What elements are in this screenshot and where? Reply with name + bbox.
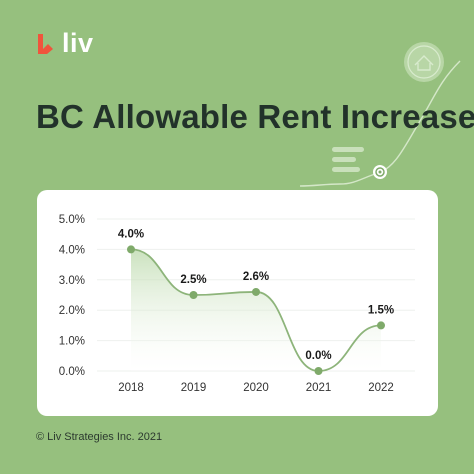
y-axis: 0.0% 1.0% 2.0% 3.0% 4.0% 5.0% xyxy=(59,214,85,378)
target-point-icon xyxy=(373,165,387,179)
data-labels: 4.0% 2.5% 2.6% 0.0% 1.5% xyxy=(118,228,394,362)
x-tick-label: 2022 xyxy=(368,382,394,394)
brand: liv xyxy=(36,30,94,57)
data-label: 1.5% xyxy=(368,304,394,316)
line-chart: 0.0% 1.0% 2.0% 3.0% 4.0% 5.0% 2018 2019 2020 202… xyxy=(59,214,415,394)
chart-card: 0.0% 1.0% 2.0% 3.0% 4.0% 5.0% 2018 2019 2020 202… xyxy=(37,190,438,416)
y-tick-label: 3.0% xyxy=(59,275,85,287)
decorative-graphics xyxy=(300,42,461,187)
data-label: 2.6% xyxy=(243,271,269,283)
y-tick-label: 0.0% xyxy=(59,366,85,378)
liv-logo-icon xyxy=(38,33,53,54)
x-axis: 2018 2019 2020 2021 2022 xyxy=(118,382,394,394)
data-point xyxy=(189,291,198,299)
y-tick-label: 5.0% xyxy=(59,214,85,226)
data-points xyxy=(127,245,385,375)
y-tick-label: 4.0% xyxy=(59,244,85,256)
y-tick-label: 1.0% xyxy=(59,336,85,348)
x-tick-label: 2021 xyxy=(306,382,332,394)
data-point xyxy=(127,245,135,254)
copyright: © Liv Strategies Inc. 2021 xyxy=(36,431,163,443)
data-point xyxy=(377,321,385,330)
data-label: 4.0% xyxy=(118,228,144,240)
x-tick-label: 2019 xyxy=(181,382,207,394)
page-title: BC Allowable Rent Increase xyxy=(36,98,474,135)
brand-name: liv xyxy=(62,28,94,58)
area-fill xyxy=(131,249,381,371)
data-point xyxy=(252,287,260,296)
y-tick-label: 2.0% xyxy=(59,305,85,317)
data-point xyxy=(314,367,323,375)
menu-lines-icon xyxy=(332,147,364,172)
x-tick-label: 2018 xyxy=(118,382,144,394)
house-coin-icon xyxy=(404,42,444,82)
x-tick-label: 2020 xyxy=(243,382,269,394)
data-label: 2.5% xyxy=(180,274,206,286)
data-label: 0.0% xyxy=(305,350,331,362)
